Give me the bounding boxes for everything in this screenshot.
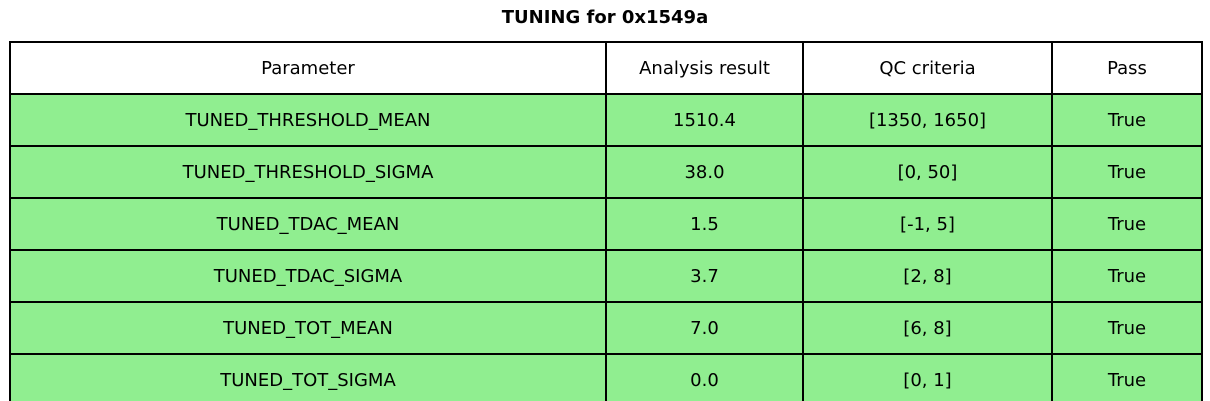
cell-qc-criteria: [-1, 5] [802, 197, 1053, 251]
cell-pass: True [1051, 145, 1203, 199]
cell-pass: True [1051, 93, 1203, 147]
cell-analysis-result: 0.0 [605, 353, 804, 401]
column-header-qc-criteria: QC criteria [802, 41, 1053, 95]
column-header-parameter: Parameter [9, 41, 607, 95]
column-header-pass: Pass [1051, 41, 1203, 95]
header-row: Parameter Analysis result QC criteria Pa… [9, 41, 1203, 95]
cell-parameter: TUNED_TDAC_SIGMA [9, 249, 607, 303]
cell-parameter: TUNED_TOT_SIGMA [9, 353, 607, 401]
cell-parameter: TUNED_TOT_MEAN [9, 301, 607, 355]
cell-analysis-result: 7.0 [605, 301, 804, 355]
table-row: TUNED_TOT_SIGMA 0.0 [0, 1] True [9, 353, 1203, 401]
column-header-analysis-result: Analysis result [605, 41, 804, 95]
cell-qc-criteria: [0, 50] [802, 145, 1053, 199]
table-row: TUNED_TOT_MEAN 7.0 [6, 8] True [9, 301, 1203, 355]
table-row: TUNED_TDAC_SIGMA 3.7 [2, 8] True [9, 249, 1203, 303]
table-row: TUNED_THRESHOLD_MEAN 1510.4 [1350, 1650] Tr… [9, 93, 1203, 147]
qc-results-table: Parameter Analysis result QC criteria Pa… [9, 41, 1203, 401]
cell-parameter: TUNED_THRESHOLD_SIGMA [9, 145, 607, 199]
figure-title: TUNING for 0x1549a [501, 7, 709, 28]
cell-pass: True [1051, 353, 1203, 401]
cell-analysis-result: 1.5 [605, 197, 804, 251]
cell-qc-criteria: [0, 1] [802, 353, 1053, 401]
cell-parameter: TUNED_THRESHOLD_MEAN [9, 93, 607, 147]
table-body: TUNED_THRESHOLD_MEAN 1510.4 [1350, 1650] Tr… [9, 93, 1203, 401]
cell-qc-criteria: [6, 8] [802, 301, 1053, 355]
table-header: Parameter Analysis result QC criteria Pa… [9, 41, 1203, 95]
table-row: TUNED_THRESHOLD_SIGMA 38.0 [0, 50] True [9, 145, 1203, 199]
cell-analysis-result: 38.0 [605, 145, 804, 199]
cell-pass: True [1051, 249, 1203, 303]
cell-parameter: TUNED_TDAC_MEAN [9, 197, 607, 251]
cell-analysis-result: 1510.4 [605, 93, 804, 147]
cell-qc-criteria: [2, 8] [802, 249, 1053, 303]
cell-pass: True [1051, 301, 1203, 355]
cell-pass: True [1051, 197, 1203, 251]
table-row: TUNED_TDAC_MEAN 1.5 [-1, 5] True [9, 197, 1203, 251]
cell-qc-criteria: [1350, 1650] [802, 93, 1053, 147]
cell-analysis-result: 3.7 [605, 249, 804, 303]
